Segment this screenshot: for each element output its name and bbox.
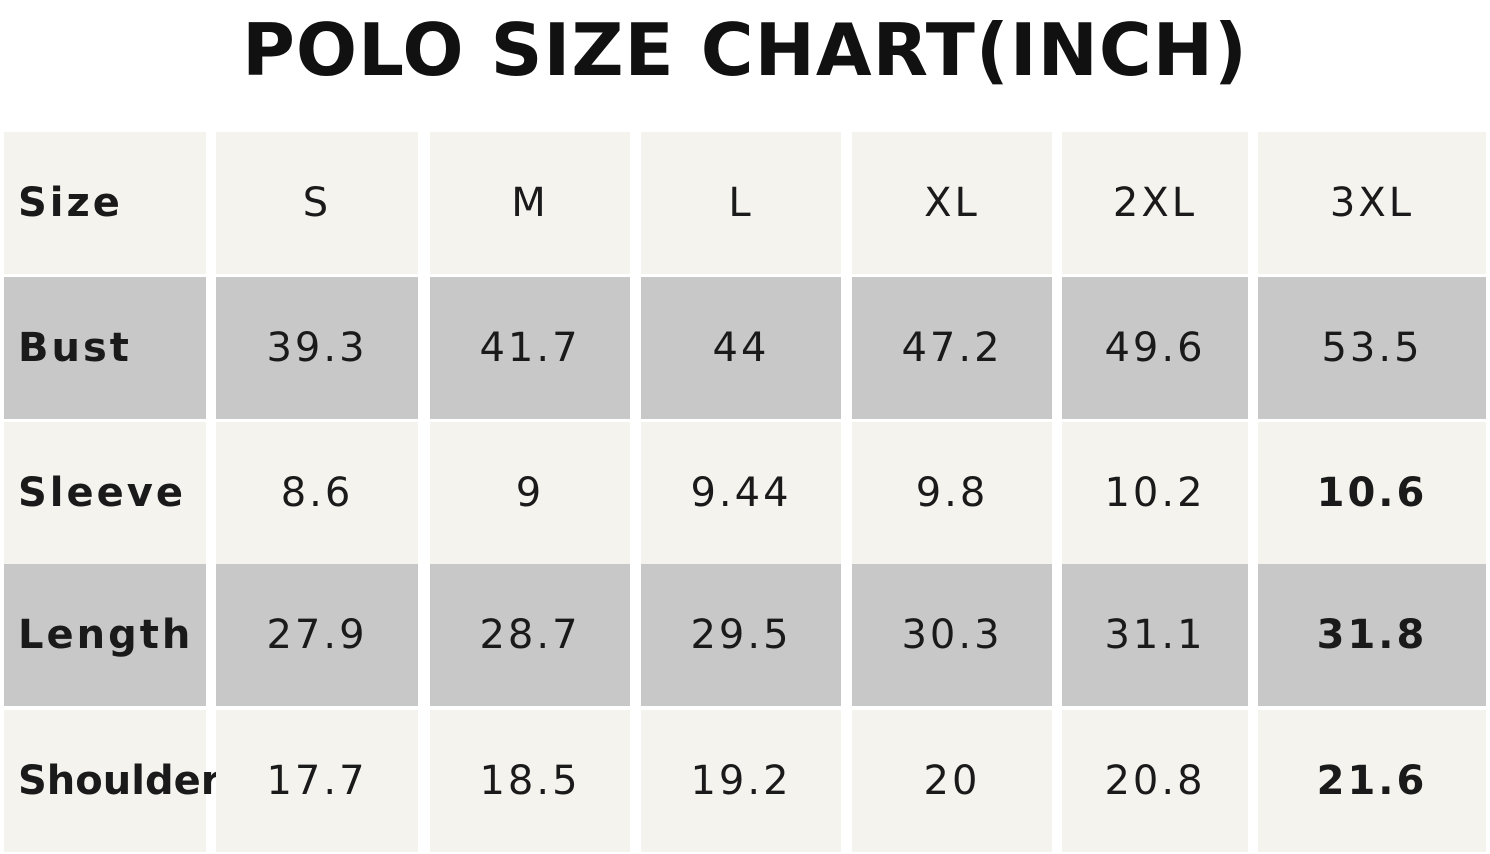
header-size-xl: XL bbox=[852, 132, 1052, 274]
table-cell: 49.6 bbox=[1062, 277, 1248, 419]
header-size-l: L bbox=[641, 132, 841, 274]
header-size-2xl: 2XL bbox=[1062, 132, 1248, 274]
table-cell: 30.3 bbox=[852, 564, 1052, 706]
row-label-shoulder: Shoulder bbox=[4, 710, 220, 852]
table-cell: 44 bbox=[641, 277, 841, 419]
table-cell: 18.5 bbox=[430, 710, 630, 852]
table-cell: 47.2 bbox=[852, 277, 1052, 419]
table-cell: 29.5 bbox=[641, 564, 841, 706]
header-size-label: Size bbox=[4, 132, 206, 274]
size-table: Size S M L XL 2XL 3XL Bust 39.3 41.7 44 … bbox=[0, 132, 1490, 854]
row-label-sleeve: Sleeve bbox=[4, 422, 206, 564]
table-cell: 41.7 bbox=[430, 277, 630, 419]
table-cell: 19.2 bbox=[641, 710, 841, 852]
row-label-bust: Bust bbox=[4, 277, 206, 419]
table-cell: 21.6 bbox=[1258, 710, 1486, 852]
table-cell: 9.44 bbox=[641, 422, 841, 564]
row-label-length: Length bbox=[4, 564, 206, 706]
table-cell: 10.2 bbox=[1062, 422, 1248, 564]
table-header-row: Size S M L XL 2XL 3XL bbox=[0, 132, 1490, 274]
table-cell: 8.6 bbox=[216, 422, 418, 564]
table-cell: 9.8 bbox=[852, 422, 1052, 564]
header-size-m: M bbox=[430, 132, 630, 274]
table-row-sleeve: Sleeve 8.6 9 9.44 9.8 10.2 10.6 bbox=[0, 422, 1490, 564]
table-row-shoulder: Shoulder 17.7 18.5 19.2 20 20.8 21.6 bbox=[0, 710, 1490, 852]
table-cell: 20 bbox=[852, 710, 1052, 852]
chart-title: POLO SIZE CHART(INCH) bbox=[242, 8, 1248, 92]
table-cell: 31.1 bbox=[1062, 564, 1248, 706]
table-cell: 39.3 bbox=[216, 277, 418, 419]
table-cell: 20.8 bbox=[1062, 710, 1248, 852]
table-cell: 17.7 bbox=[216, 710, 418, 852]
table-cell: 9 bbox=[430, 422, 630, 564]
header-size-3xl: 3XL bbox=[1258, 132, 1486, 274]
table-cell: 27.9 bbox=[216, 564, 418, 706]
table-row-length: Length 27.9 28.7 29.5 30.3 31.1 31.8 bbox=[0, 564, 1490, 706]
table-row-bust: Bust 39.3 41.7 44 47.2 49.6 53.5 bbox=[0, 277, 1490, 419]
table-cell: 53.5 bbox=[1258, 277, 1486, 419]
table-cell: 31.8 bbox=[1258, 564, 1486, 706]
table-cell: 10.6 bbox=[1258, 422, 1486, 564]
table-cell: 28.7 bbox=[430, 564, 630, 706]
header-size-s: S bbox=[216, 132, 418, 274]
